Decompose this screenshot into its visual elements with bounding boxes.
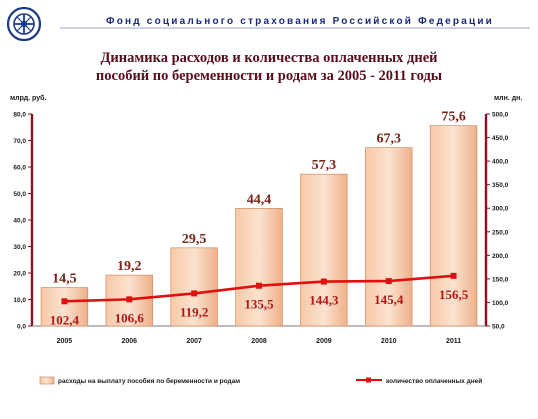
line-value-label: 106,6 xyxy=(115,310,145,325)
y-left-tick-label: 40,0 xyxy=(13,218,26,225)
legend-line-marker xyxy=(366,377,371,383)
line-point xyxy=(256,282,262,289)
line-value-label: 144,3 xyxy=(309,293,339,308)
line-value-label: 156,5 xyxy=(439,287,469,302)
category-label: 2005 xyxy=(57,338,73,345)
y-left-tick-label: 30,0 xyxy=(13,244,26,251)
y-right-tick-label: 350,0 xyxy=(492,182,509,189)
line-point xyxy=(126,296,133,303)
y-left-unit-label: млрд. руб. xyxy=(10,94,46,102)
y-left-tick-label: 70,0 xyxy=(13,138,26,145)
line-point xyxy=(61,298,68,305)
y-left-tick-label: 20,0 xyxy=(13,271,26,278)
line-value-label: 102,4 xyxy=(50,312,80,327)
bar xyxy=(429,125,478,327)
bar xyxy=(40,287,89,327)
y-right-tick-label: 300,0 xyxy=(492,206,509,213)
y-right-unit-label: млн. дн. xyxy=(494,95,522,102)
line-point xyxy=(450,272,457,279)
header: Фонд социального страхования Российской … xyxy=(6,6,530,42)
chart-title-line2: пособий по беременности и родам за 2005 … xyxy=(96,68,442,84)
y-right-tick-label: 150,0 xyxy=(492,276,509,283)
line-point xyxy=(385,278,392,285)
bar-value-label: 57,3 xyxy=(312,158,337,173)
line-value-label: 135,5 xyxy=(244,297,274,312)
legend-bar-label: расходы на выплату пособия по беременнос… xyxy=(58,377,240,385)
bar xyxy=(170,247,218,327)
y-left-tick-label: 10,0 xyxy=(13,297,26,304)
category-label: 2007 xyxy=(186,338,202,345)
bar xyxy=(300,173,348,327)
line-point xyxy=(320,278,327,285)
bar xyxy=(365,147,413,327)
y-right-tick-label: 450,0 xyxy=(492,135,509,142)
bar xyxy=(235,207,283,327)
legend: расходы на выплату пособия по беременнос… xyxy=(39,376,482,385)
bar-value-label: 29,5 xyxy=(182,232,207,247)
y-left-tick-label: 0,0 xyxy=(17,324,26,331)
line-value-label: 119,2 xyxy=(180,304,209,319)
plot-area: 0,0 10,0 20,0 30,0 40,0 50,0 60,0 70,0 80,0 50,0 1… xyxy=(13,110,508,345)
bar-value-label: 44,4 xyxy=(247,192,272,207)
y-right-tick-label: 50,0 xyxy=(492,324,505,331)
line-value-label: 145,4 xyxy=(374,292,404,307)
legend-line-label: количество оплаченных дней xyxy=(386,377,482,385)
bar-value-label: 75,6 xyxy=(441,110,466,125)
y-right-tick-label: 250,0 xyxy=(492,229,509,236)
line-point xyxy=(191,290,198,297)
y-right-tick-label: 100,0 xyxy=(492,300,509,307)
y-right-tick-label: 500,0 xyxy=(492,112,509,119)
org-title: Фонд социального страхования Российской … xyxy=(106,16,494,27)
category-label: 2009 xyxy=(316,338,332,345)
fss-emblem-icon xyxy=(6,6,42,42)
y-left-tick-label: 60,0 xyxy=(13,165,26,172)
y-left-tick-label: 80,0 xyxy=(13,112,26,119)
y-right-tick-label: 400,0 xyxy=(492,159,509,166)
chart-title-line1: Динамика расходов и количества оплаченны… xyxy=(100,50,437,66)
bar-value-label: 67,3 xyxy=(376,132,401,147)
y-left-tick-label: 50,0 xyxy=(13,191,26,198)
y-right-tick-label: 200,0 xyxy=(492,253,509,260)
bar-value-label: 14,5 xyxy=(52,272,77,287)
category-label: 2006 xyxy=(121,338,137,345)
category-label: 2010 xyxy=(381,338,397,345)
bar-value-label: 19,2 xyxy=(117,259,142,274)
category-label: 2008 xyxy=(251,338,267,345)
legend-bar-swatch xyxy=(39,376,55,385)
category-label: 2011 xyxy=(446,338,461,345)
